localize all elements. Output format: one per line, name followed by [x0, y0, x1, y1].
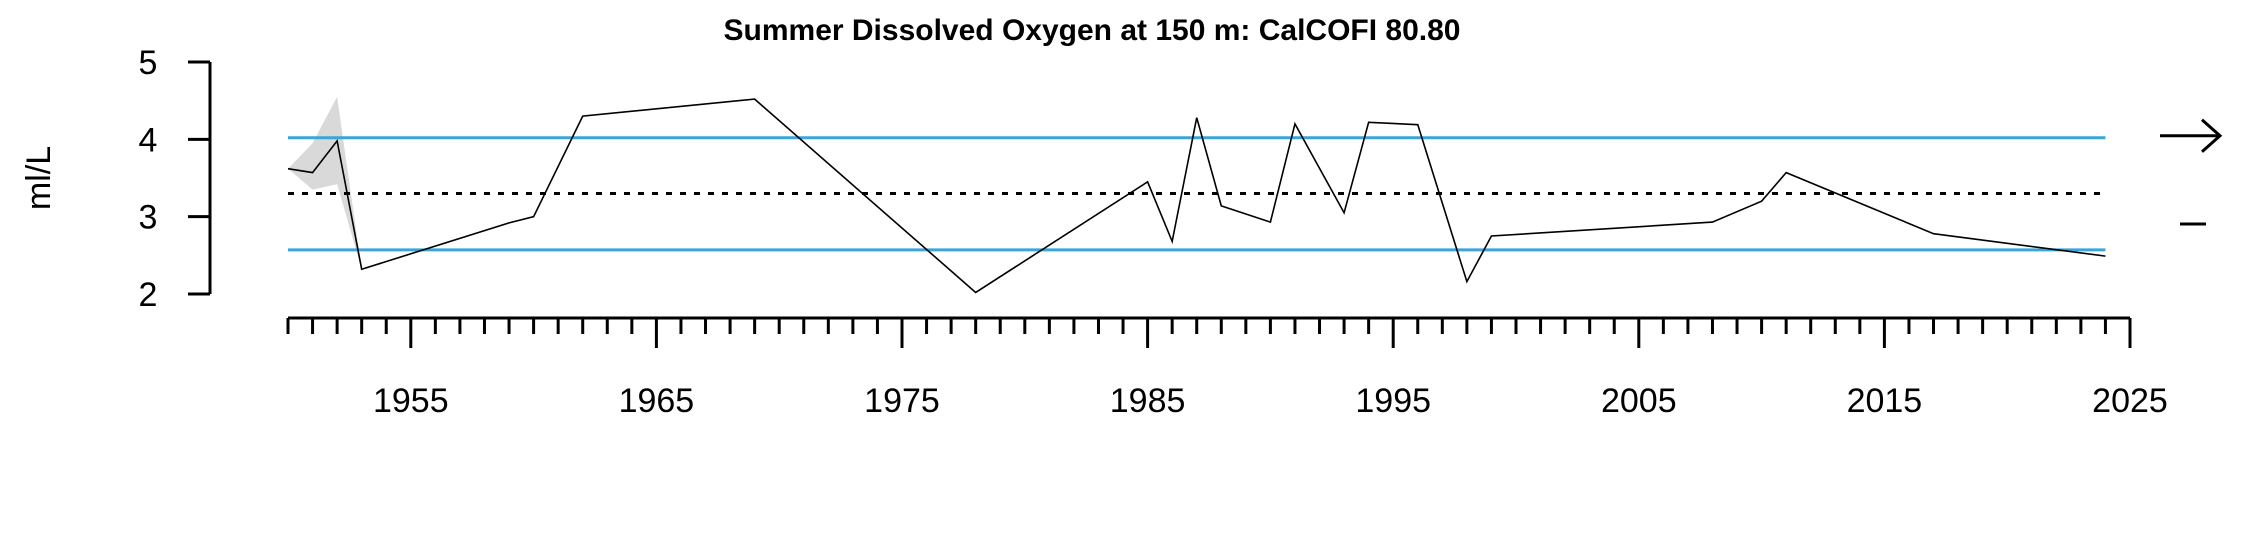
- x-axis: 1955 1965 1975 1985 1995 2005 2015 2025: [286, 316, 2168, 420]
- x-tick-label: 2015: [1847, 382, 1923, 420]
- x-tick-label: 2005: [1601, 382, 1677, 420]
- x-tick-label: 1965: [619, 382, 695, 420]
- uncertainty-band-layer: [288, 96, 362, 270]
- x-tick-label: 1955: [373, 382, 449, 420]
- trend-indicators: [2160, 118, 2223, 226]
- x-tick-label: 2025: [2092, 382, 2168, 420]
- trend-arrow-head-icon: [2201, 118, 2223, 153]
- y-axis-label: ml/L: [20, 146, 58, 210]
- y-tick-label: 3: [139, 199, 158, 237]
- series-line: [287, 98, 2106, 294]
- y-tick-label: 5: [139, 44, 158, 82]
- reference-lines: [288, 136, 2106, 252]
- chart-title: Summer Dissolved Oxygen at 150 m: CalCOF…: [724, 14, 1461, 47]
- series-layer: [287, 98, 2106, 294]
- uncertainty-band: [288, 96, 362, 270]
- y-axis: 2 3 4 5: [139, 44, 212, 314]
- x-tick-label: 1985: [1110, 382, 1186, 420]
- x-tick-label: 1995: [1355, 382, 1431, 420]
- x-tick-label: 1975: [864, 382, 940, 420]
- y-tick-label: 4: [139, 121, 158, 159]
- y-tick-label: 2: [139, 276, 158, 314]
